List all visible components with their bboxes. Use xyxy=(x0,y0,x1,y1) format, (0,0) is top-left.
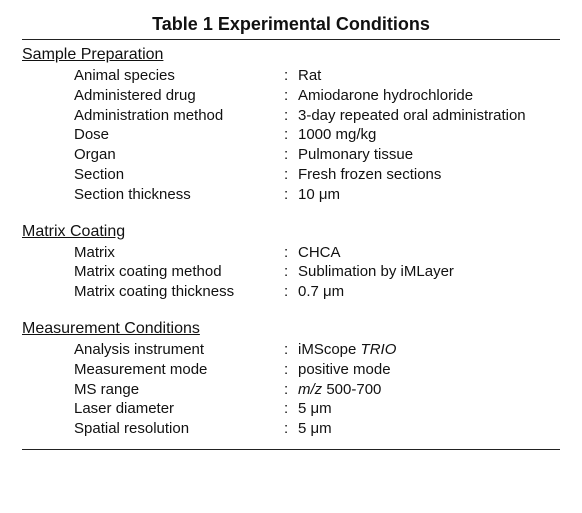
table-row: Spatial resolution:5 μm xyxy=(74,419,560,439)
row-value: m/z 500-700 xyxy=(298,380,560,400)
section-header: Measurement Conditions xyxy=(22,314,560,340)
row-colon: : xyxy=(284,145,298,165)
row-value: 1000 mg/kg xyxy=(298,125,560,145)
section-gap xyxy=(22,302,560,314)
table-body: Sample PreparationAnimal species:RatAdmi… xyxy=(22,40,560,439)
row-colon: : xyxy=(284,106,298,126)
row-label: Administered drug xyxy=(74,86,284,106)
table-row: Animal species:Rat xyxy=(74,66,560,86)
row-value: 3-day repeated oral administration xyxy=(298,106,560,126)
row-label: Matrix coating thickness xyxy=(74,282,284,302)
row-label: MS range xyxy=(74,380,284,400)
row-colon: : xyxy=(284,125,298,145)
table-title: Table 1 Experimental Conditions xyxy=(22,8,560,39)
row-label: Administration method xyxy=(74,106,284,126)
section-rows: Animal species:RatAdministered drug:Amio… xyxy=(22,66,560,205)
row-colon: : xyxy=(284,419,298,439)
table-row: Dose:1000 mg/kg xyxy=(74,125,560,145)
row-value: 0.7 μm xyxy=(298,282,560,302)
table-row: Administered drug:Amiodarone hydrochlori… xyxy=(74,86,560,106)
table-row: Section thickness:10 μm xyxy=(74,185,560,205)
table-row: MS range:m/z 500-700 xyxy=(74,380,560,400)
row-value: CHCA xyxy=(298,243,560,263)
table-row: Organ:Pulmonary tissue xyxy=(74,145,560,165)
table-row: Matrix coating method:Sublimation by iML… xyxy=(74,262,560,282)
row-value: iMScope TRIO xyxy=(298,340,560,360)
section-header: Matrix Coating xyxy=(22,217,560,243)
row-value: Rat xyxy=(298,66,560,86)
row-label: Spatial resolution xyxy=(74,419,284,439)
row-value: Fresh frozen sections xyxy=(298,165,560,185)
row-colon: : xyxy=(284,86,298,106)
row-colon: : xyxy=(284,282,298,302)
row-label: Dose xyxy=(74,125,284,145)
row-colon: : xyxy=(284,66,298,86)
section-header: Sample Preparation xyxy=(22,40,560,66)
table-row: Analysis instrument:iMScope TRIO xyxy=(74,340,560,360)
row-value: 5 μm xyxy=(298,419,560,439)
row-colon: : xyxy=(284,185,298,205)
table-row: Section:Fresh frozen sections xyxy=(74,165,560,185)
row-label: Matrix coating method xyxy=(74,262,284,282)
row-value: 5 μm xyxy=(298,399,560,419)
table-row: Measurement mode:positive mode xyxy=(74,360,560,380)
row-colon: : xyxy=(284,399,298,419)
row-colon: : xyxy=(284,380,298,400)
table-row: Administration method:3-day repeated ora… xyxy=(74,106,560,126)
row-colon: : xyxy=(284,243,298,263)
row-colon: : xyxy=(284,360,298,380)
row-colon: : xyxy=(284,165,298,185)
row-label: Section xyxy=(74,165,284,185)
row-value: Pulmonary tissue xyxy=(298,145,560,165)
section-rows: Analysis instrument:iMScope TRIOMeasurem… xyxy=(22,340,560,439)
row-label: Laser diameter xyxy=(74,399,284,419)
bottom-rule xyxy=(22,439,560,450)
row-label: Analysis instrument xyxy=(74,340,284,360)
section-rows: Matrix:CHCAMatrix coating method:Sublima… xyxy=(22,243,560,302)
row-value: 10 μm xyxy=(298,185,560,205)
row-colon: : xyxy=(284,262,298,282)
row-label: Measurement mode xyxy=(74,360,284,380)
row-value: positive mode xyxy=(298,360,560,380)
row-label: Animal species xyxy=(74,66,284,86)
row-label: Section thickness xyxy=(74,185,284,205)
row-value: Amiodarone hydrochloride xyxy=(298,86,560,106)
table-row: Laser diameter:5 μm xyxy=(74,399,560,419)
row-colon: : xyxy=(284,340,298,360)
row-label: Matrix xyxy=(74,243,284,263)
row-value: Sublimation by iMLayer xyxy=(298,262,560,282)
row-label: Organ xyxy=(74,145,284,165)
table-row: Matrix coating thickness:0.7 μm xyxy=(74,282,560,302)
section-gap xyxy=(22,205,560,217)
table-row: Matrix:CHCA xyxy=(74,243,560,263)
